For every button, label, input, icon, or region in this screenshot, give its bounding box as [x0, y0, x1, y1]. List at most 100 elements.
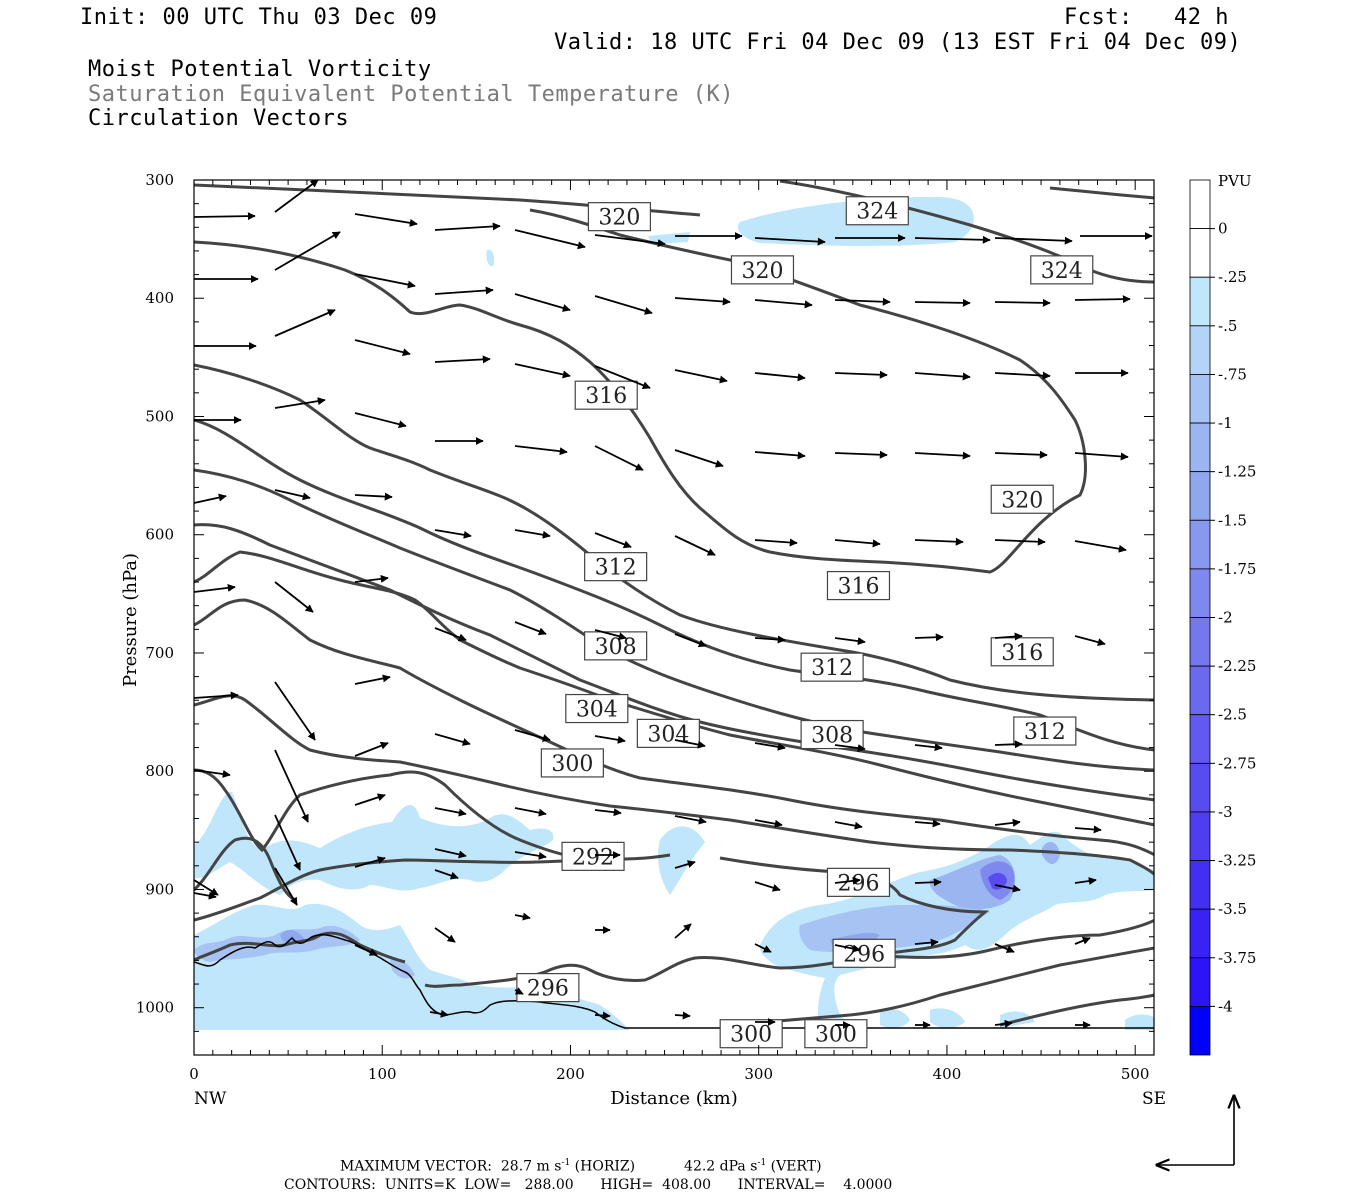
circulation-vector — [754, 237, 826, 246]
circulation-vector — [274, 397, 326, 409]
contour-labels: 320 324 320 324 316 320 312 316 308 312 316 304 304 3… — [516, 196, 1094, 1049]
colorbar-segment — [1189, 714, 1211, 764]
colorbar-segment — [1189, 471, 1211, 521]
contour-label: 308 — [584, 631, 648, 661]
colorbar-segment — [1189, 1005, 1211, 1056]
circulation-vector — [514, 445, 568, 456]
circulation-vector — [354, 793, 386, 806]
circulation-vector — [514, 729, 551, 742]
horiz-exponent: -1 — [561, 1158, 571, 1168]
circulation-vector — [514, 293, 571, 312]
contour-line — [194, 931, 406, 964]
circulation-vector — [1074, 877, 1097, 885]
circulation-vector — [594, 365, 651, 390]
contour-label-text: 312 — [1024, 720, 1066, 745]
circulation-vector — [594, 1011, 611, 1020]
contour-label: 320 — [990, 484, 1054, 514]
contour-label-box — [584, 552, 648, 582]
contour-label-box — [800, 652, 864, 682]
circulation-vector — [354, 944, 378, 956]
circulation-vector — [754, 299, 813, 309]
contour-label-box — [587, 202, 652, 232]
colorbar-label: -1.5 — [1218, 511, 1247, 529]
contour-label: 308 — [800, 719, 864, 750]
colorbar-segment — [1189, 374, 1211, 424]
contour-label: 300 — [719, 1019, 783, 1049]
y-tick-label: 300 — [145, 171, 174, 189]
colorbar-segment — [1189, 179, 1211, 230]
colorbar-label: -4 — [1218, 997, 1233, 1015]
circulation-vector — [354, 856, 386, 868]
circulation-vector — [594, 629, 627, 641]
max-vector-vert: 42.2 dPa s — [684, 1158, 758, 1175]
contour-label-text: 308 — [811, 724, 853, 749]
contour-label-box — [1030, 255, 1094, 285]
circulation-vector — [754, 451, 806, 460]
x-tick-label: 400 — [933, 1065, 962, 1083]
circulation-vector — [834, 744, 866, 753]
circulation-vector — [834, 450, 888, 459]
circulation-vector — [754, 943, 772, 953]
contour-label-text: 300 — [551, 752, 593, 777]
circulation-vector — [274, 867, 298, 906]
circulation-vector — [914, 743, 943, 752]
contour-label-text: 296 — [837, 871, 879, 896]
circulation-vector — [594, 735, 626, 744]
circulation-vector — [994, 884, 1021, 893]
circulation-vector — [914, 819, 941, 828]
circulation-vector — [834, 821, 863, 830]
circulation-vector — [994, 537, 1046, 546]
circulation-vector — [674, 535, 716, 556]
circulation-vector — [674, 815, 707, 825]
circulation-vector — [914, 878, 942, 887]
vert-exponent: -1 — [757, 1158, 767, 1168]
circulation-vector — [914, 537, 964, 546]
circulation-vector — [1074, 452, 1129, 461]
contour-label-text: 316 — [585, 384, 627, 409]
circulation-vector — [754, 742, 786, 751]
circulation-vector — [674, 860, 696, 869]
circulation-vector — [193, 212, 256, 221]
circulation-vector — [994, 236, 1073, 245]
x-tick-label: 300 — [744, 1065, 773, 1083]
contour-label-box — [540, 748, 604, 778]
colorbar-segment — [1189, 908, 1211, 959]
circulation-vector — [434, 869, 459, 880]
circulation-vector — [994, 298, 1051, 307]
contour-label-text: 324 — [1041, 259, 1083, 284]
circulation-vector — [354, 273, 416, 289]
circulation-vector — [514, 807, 547, 817]
contour-label-box — [584, 631, 648, 661]
contour-label-text: 296 — [527, 977, 569, 1002]
contour-label: 300 — [804, 1019, 868, 1049]
colorbar-segment — [1189, 665, 1211, 716]
contour-line — [999, 993, 1154, 1027]
circulation-vector — [514, 363, 571, 379]
contour-label-text: 300 — [815, 1023, 857, 1048]
circulation-vector — [834, 539, 881, 548]
circulation-vector — [1074, 295, 1131, 304]
circulation-vector — [674, 633, 707, 648]
axes — [193, 179, 1155, 1056]
circulation-vector — [994, 818, 1021, 827]
circulation-vector — [674, 297, 731, 306]
circulation-vector — [434, 848, 467, 859]
contour-label: 324 — [1030, 255, 1094, 285]
contour-label: 300 — [540, 748, 604, 778]
contour-label-box — [565, 693, 629, 724]
contour-label: 304 — [565, 693, 629, 724]
valid-time: Valid: 18 UTC Fri 04 Dec 09 (13 EST Fri … — [554, 30, 1242, 55]
contour-label: 316 — [826, 570, 891, 601]
colorbar-segment — [1189, 568, 1211, 618]
circulation-vector — [274, 581, 314, 613]
circulation-vectors — [193, 179, 1153, 1029]
contour-label-text: 304 — [576, 698, 618, 723]
forecast-hour: Fcst: 42 h — [1064, 5, 1229, 30]
colorbar-label: -2.5 — [1218, 706, 1247, 724]
colorbar-label: -2.25 — [1218, 657, 1256, 675]
circulation-vector — [914, 451, 971, 460]
circulation-vector — [514, 851, 547, 860]
contour-label: 312 — [800, 652, 864, 682]
circulation-vector — [994, 632, 1023, 641]
theta-contours — [194, 180, 1154, 1027]
